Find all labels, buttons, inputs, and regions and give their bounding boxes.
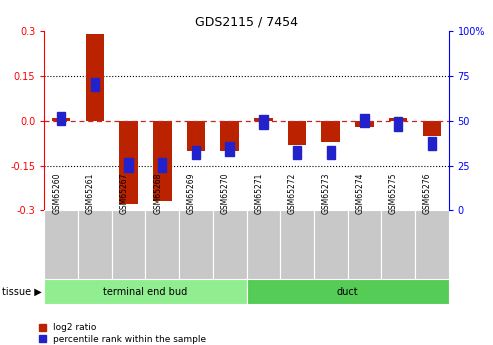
Bar	[280, 210, 314, 279]
Bar	[389, 118, 407, 121]
Text: GSM65260: GSM65260	[52, 172, 61, 214]
Bar	[78, 210, 112, 279]
Bar	[119, 121, 138, 205]
Bar	[44, 210, 78, 279]
Bar	[293, 146, 301, 159]
Text: GSM65275: GSM65275	[389, 172, 398, 214]
Text: GSM65269: GSM65269	[187, 172, 196, 214]
Text: GSM65271: GSM65271	[254, 172, 263, 214]
Bar	[427, 137, 436, 150]
Bar	[158, 158, 167, 172]
Bar	[192, 146, 200, 159]
Bar	[314, 210, 348, 279]
Legend: log2 ratio, percentile rank within the sample: log2 ratio, percentile rank within the s…	[39, 323, 207, 344]
Bar	[57, 112, 66, 125]
Bar	[52, 118, 70, 121]
Bar	[394, 117, 402, 131]
Text: GSM65261: GSM65261	[86, 172, 95, 214]
Bar	[124, 158, 133, 172]
Text: GSM65274: GSM65274	[355, 172, 364, 214]
Bar	[187, 121, 205, 151]
Bar	[348, 210, 381, 279]
Bar	[91, 78, 99, 91]
Bar	[153, 121, 172, 201]
Text: duct: duct	[337, 287, 358, 296]
Bar	[259, 115, 268, 129]
Bar	[44, 279, 247, 304]
Bar	[145, 210, 179, 279]
Text: GSM65272: GSM65272	[288, 172, 297, 214]
Bar	[86, 34, 104, 121]
Bar	[381, 210, 415, 279]
Bar	[326, 146, 335, 159]
Bar	[360, 114, 369, 127]
Text: GSM65267: GSM65267	[120, 172, 129, 214]
Bar	[220, 121, 239, 151]
Text: tissue ▶: tissue ▶	[2, 287, 42, 296]
Bar	[288, 121, 306, 145]
Bar	[355, 121, 374, 127]
Text: GSM65270: GSM65270	[221, 172, 230, 214]
Bar	[321, 121, 340, 142]
Bar	[225, 142, 234, 156]
Bar	[254, 118, 273, 121]
Bar	[415, 210, 449, 279]
Bar	[179, 210, 213, 279]
Bar	[423, 121, 441, 136]
Text: GSM65268: GSM65268	[153, 172, 162, 214]
Text: GSM65276: GSM65276	[423, 172, 432, 214]
Bar	[213, 210, 246, 279]
Bar	[246, 210, 280, 279]
Bar	[112, 210, 145, 279]
Text: terminal end bud: terminal end bud	[104, 287, 187, 296]
Title: GDS2115 / 7454: GDS2115 / 7454	[195, 16, 298, 29]
Text: GSM65273: GSM65273	[322, 172, 331, 214]
Bar	[246, 279, 449, 304]
